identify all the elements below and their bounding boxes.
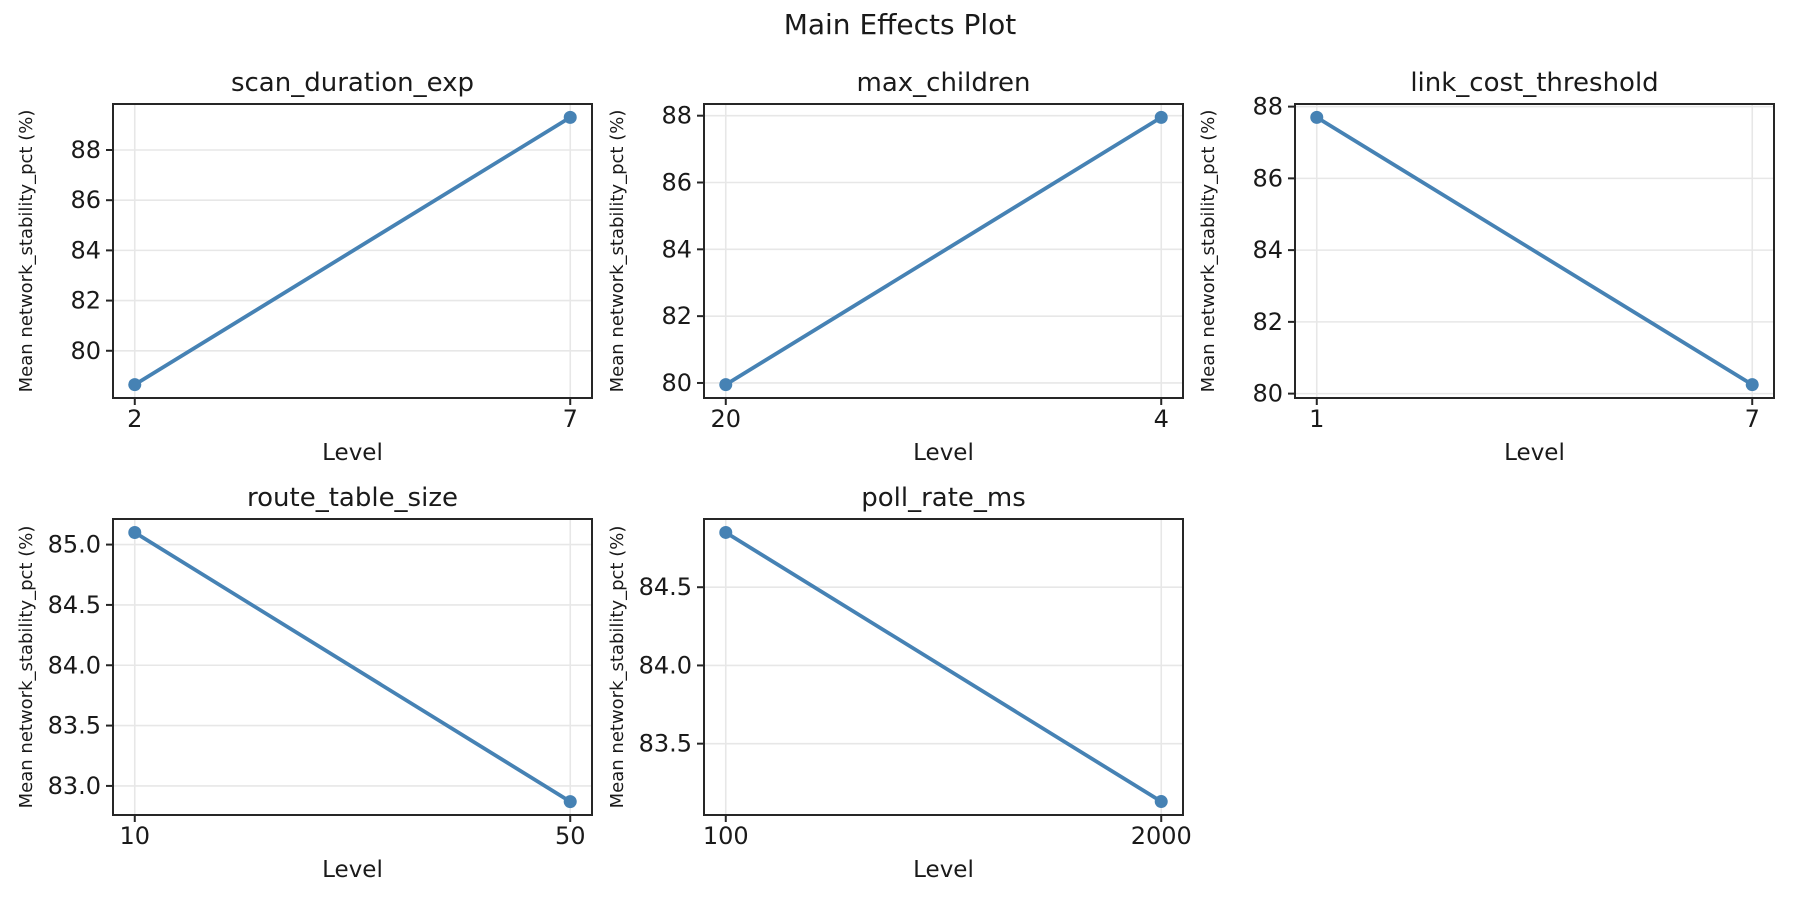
x-tick-label: 7 [563,405,578,433]
y-tick-label: 82 [661,302,692,330]
y-tick-label: 84 [1252,236,1283,264]
y-tick-label: 84.0 [639,651,692,679]
y-tick-label: 82 [1252,308,1283,336]
axes-title: link_cost_threshold [1410,68,1658,98]
data-point [128,378,142,392]
x-tick-label: 4 [1154,405,1169,433]
x-tick-label: 10 [119,822,150,850]
axes-title: scan_duration_exp [231,68,474,98]
plot-line [723,530,1164,804]
axes-box [1294,103,1775,399]
axes-title: poll_rate_ms [861,483,1026,513]
y-tick-label: 88 [70,136,101,164]
subplot-link_cost_threshold: 1 7 80 82 84 86 88 link_cost_threshold Level Mean… [1198,68,1775,466]
x-axis-label: Level [913,440,974,466]
x-tick-label: 20 [710,405,741,433]
x-axis-label: Level [322,440,383,466]
y-tick-label: 84.5 [48,591,101,619]
y-tick-label: 80 [70,337,101,365]
data-point [1154,110,1168,124]
data-point [128,526,142,540]
plot-line [723,115,1164,387]
y-tick-label: 88 [661,102,692,130]
subplot-poll_rate_ms: 100 2000 83.5 84.0 84.5 poll_rate_ms Level Mean… [607,483,1192,883]
y-axis-label: Mean network_stability_pct (%) [16,526,37,809]
plot-line [132,530,573,804]
y-axis-label: Mean network_stability_pct (%) [1198,110,1219,393]
plot-line [132,115,573,387]
y-axis-label: Mean network_stability_pct (%) [607,526,628,809]
x-tick-label: 50 [555,822,586,850]
y-tick-label: 82 [70,287,101,315]
data-point [1154,795,1168,809]
x-axis-label: Level [322,857,383,883]
axes-title: max_children [857,68,1031,98]
axes-box [112,103,593,399]
y-tick-label: 86 [661,169,692,197]
y-tick-label: 88 [1252,93,1283,121]
x-tick-label: 2000 [1131,822,1192,850]
subplot-route_table_size: 10 50 83.0 83.5 84.0 84.5 85.0 route_table_size… [16,483,593,883]
axes-box [703,103,1184,399]
data-point [563,795,577,809]
axes-title: route_table_size [247,483,458,513]
y-tick-label: 80 [1252,380,1283,408]
x-tick-label: 2 [127,405,142,433]
y-tick-label: 80 [661,369,692,397]
y-axis-label: Mean network_stability_pct (%) [607,110,628,393]
y-axis-label: Mean network_stability_pct (%) [16,110,37,393]
x-tick-label: 1 [1309,405,1324,433]
y-tick-label: 85.0 [48,531,101,559]
y-tick-label: 84 [70,236,101,264]
y-tick-label: 86 [1252,164,1283,192]
x-axis-label: Level [913,857,974,883]
y-tick-label: 84.0 [48,651,101,679]
y-tick-label: 83.0 [48,772,101,800]
figure-suptitle: Main Effects Plot [783,8,1017,41]
y-tick-label: 83.5 [48,712,101,740]
y-tick-label: 84.5 [639,573,692,601]
subplot-max_children: 20 4 80 82 84 86 88 max_children Level Mean netwo… [607,68,1184,466]
subplot-scan_duration_exp: 2 7 80 82 84 86 88 scan_duration_exp Level Mean n… [16,68,593,466]
y-tick-label: 86 [70,186,101,214]
axes-box [703,518,1184,816]
x-tick-label: 100 [703,822,749,850]
data-point [563,110,577,124]
axes-box [112,518,593,816]
data-point [719,378,733,392]
x-tick-label: 7 [1745,405,1760,433]
x-axis-label: Level [1504,440,1565,466]
plot-line [1314,115,1755,387]
y-tick-label: 84 [661,235,692,263]
data-point [1310,110,1324,124]
y-tick-label: 83.5 [639,730,692,758]
data-point [719,525,733,539]
data-point [1745,378,1759,392]
